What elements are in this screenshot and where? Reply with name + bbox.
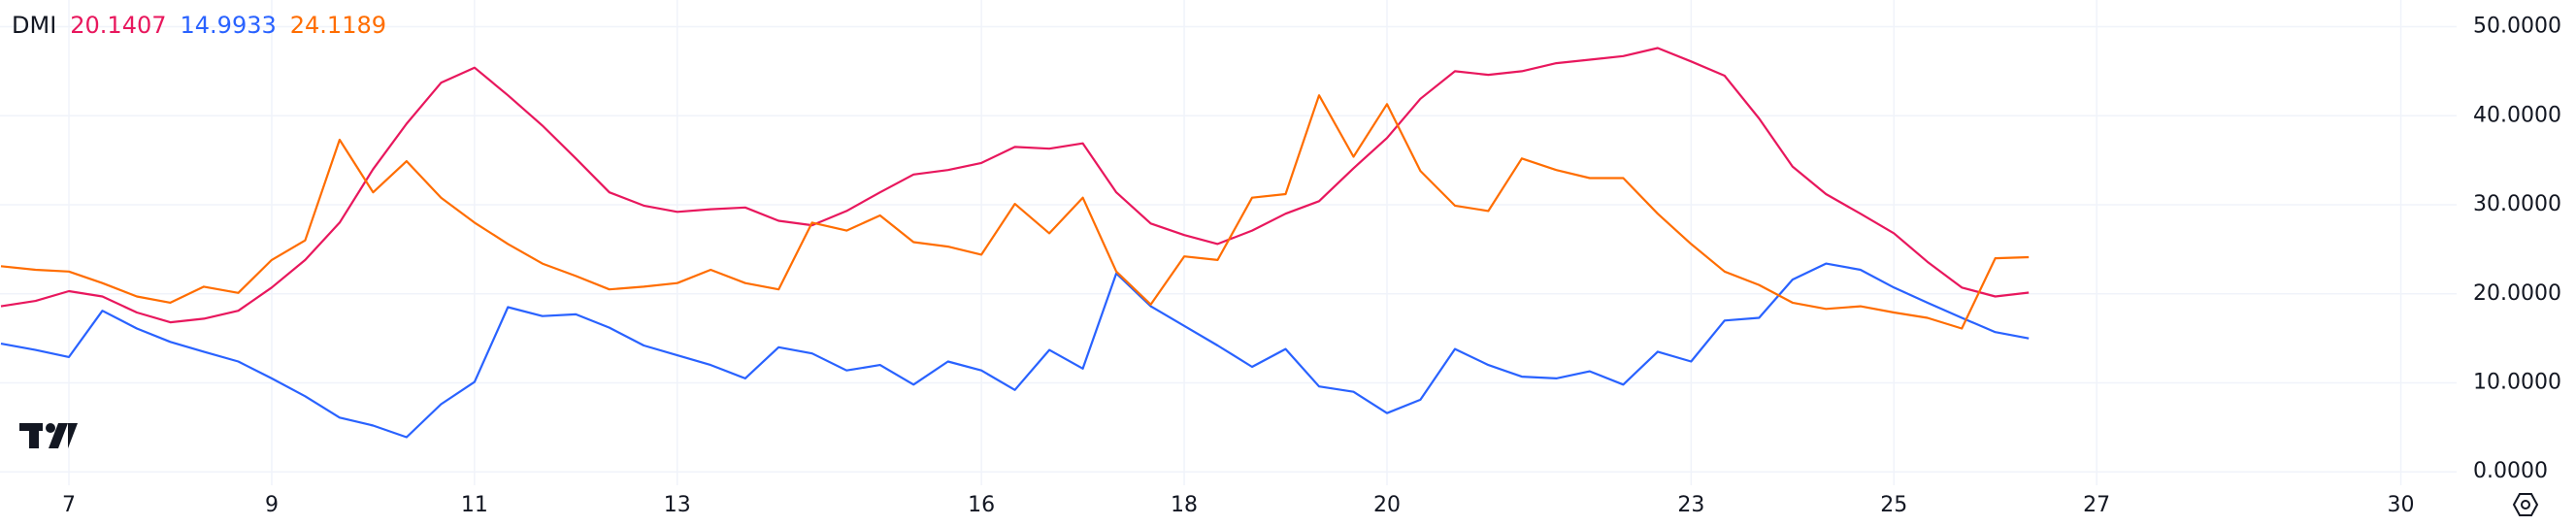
- x-tick-label: 18: [1171, 493, 1198, 517]
- x-tick-label: 9: [265, 493, 279, 517]
- indicator-name: DMI: [12, 12, 57, 39]
- x-tick-label: 7: [62, 493, 76, 517]
- legend-value: 14.9933: [180, 12, 277, 39]
- logo-part: [49, 423, 68, 448]
- gear-outline[interactable]: [2512, 493, 2539, 516]
- y-tick-label: 40.0000: [2473, 103, 2561, 127]
- settings-icon[interactable]: [2512, 493, 2539, 516]
- x-tick-label: 20: [1373, 493, 1401, 517]
- x-tick-label: 25: [1880, 493, 1907, 517]
- y-tick-label: 0.0000: [2473, 459, 2548, 483]
- x-tick-label: 30: [2388, 493, 2415, 517]
- dmi-line: [0, 94, 2030, 330]
- y-tick-label: 20.0000: [2473, 281, 2561, 306]
- plot: [0, 47, 2030, 439]
- x-tick-label: 13: [664, 493, 691, 517]
- y-tick-label: 50.0000: [2473, 15, 2561, 39]
- logo-part: [46, 423, 55, 433]
- legend-value: 20.1407: [70, 12, 167, 39]
- tv-logo: [19, 423, 78, 448]
- axes: 0.0000 10.0000 20.0000 30.0000 40.0000 50.000…: [62, 15, 2561, 517]
- y-tick-label: 10.0000: [2473, 370, 2561, 394]
- logo-part: [68, 423, 78, 448]
- dmi-line: [0, 262, 2030, 439]
- dmi-line: [0, 47, 2030, 324]
- legend-value: 24.1189: [289, 12, 387, 39]
- gear-hole[interactable]: [2521, 500, 2530, 510]
- legend: DMI 20.1407 14.9933 24.1189: [12, 12, 386, 39]
- x-tick-label: 16: [968, 493, 995, 517]
- x-tick-label: 23: [1677, 493, 1704, 517]
- x-tick-label: 27: [2083, 493, 2110, 517]
- y-tick-label: 30.0000: [2473, 192, 2561, 216]
- logo-part: [29, 423, 39, 448]
- x-tick-label: 11: [461, 493, 488, 517]
